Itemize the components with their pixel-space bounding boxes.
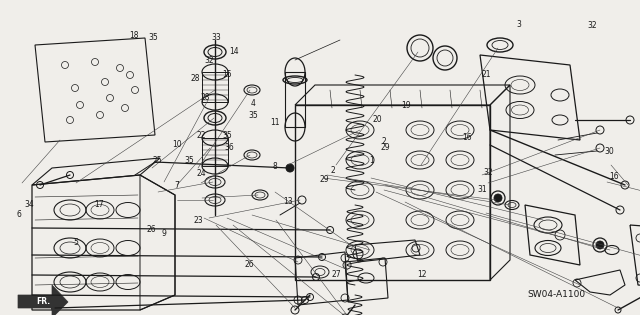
Text: 6: 6 — [17, 210, 22, 219]
Circle shape — [286, 164, 294, 172]
Text: SW04-A1100: SW04-A1100 — [528, 290, 586, 299]
Text: 13: 13 — [283, 197, 293, 206]
Text: 35: 35 — [248, 112, 258, 120]
Text: 21: 21 — [482, 70, 491, 78]
Text: 3: 3 — [516, 20, 521, 29]
Text: 24: 24 — [196, 169, 207, 178]
Text: 26: 26 — [244, 260, 255, 269]
Text: 28: 28 — [191, 74, 200, 83]
Text: 14: 14 — [228, 48, 239, 56]
Text: 7: 7 — [174, 181, 179, 190]
Text: 23: 23 — [193, 216, 204, 225]
Text: 12: 12 — [418, 270, 427, 278]
Text: 26: 26 — [147, 226, 157, 234]
Text: 28: 28 — [200, 93, 209, 102]
Text: 32: 32 — [587, 21, 597, 30]
Text: 32: 32 — [204, 56, 214, 65]
Text: 1: 1 — [369, 156, 374, 165]
Text: 22: 22 — [197, 131, 206, 140]
Polygon shape — [18, 285, 68, 315]
Circle shape — [494, 194, 502, 202]
Text: 30: 30 — [604, 147, 614, 156]
Text: 2: 2 — [330, 166, 335, 175]
Text: 11: 11 — [271, 118, 280, 127]
Text: 2: 2 — [381, 137, 387, 146]
Text: 33: 33 — [211, 33, 221, 42]
Text: 35: 35 — [184, 156, 194, 165]
Text: 34: 34 — [24, 200, 34, 209]
Text: 29: 29 — [380, 143, 390, 152]
Text: 4: 4 — [250, 100, 255, 108]
Text: 31: 31 — [477, 185, 488, 193]
Text: 5: 5 — [73, 238, 78, 247]
Text: 16: 16 — [462, 133, 472, 141]
Text: FR.: FR. — [36, 297, 50, 306]
Text: 27: 27 — [331, 270, 341, 278]
Text: 32: 32 — [483, 168, 493, 177]
Text: 16: 16 — [609, 172, 620, 181]
Text: 18: 18 — [130, 31, 139, 40]
Text: 10: 10 — [172, 140, 182, 149]
Text: 29: 29 — [319, 175, 329, 184]
Text: 17: 17 — [94, 200, 104, 209]
Text: 19: 19 — [401, 101, 412, 110]
Text: 35: 35 — [222, 131, 232, 140]
Text: 8: 8 — [273, 163, 278, 171]
Circle shape — [596, 241, 604, 249]
Text: 20: 20 — [372, 115, 383, 124]
Text: 9: 9 — [161, 229, 166, 238]
Text: 25: 25 — [152, 156, 163, 165]
Text: 36: 36 — [224, 143, 234, 152]
Text: 15: 15 — [222, 70, 232, 78]
Text: 35: 35 — [148, 33, 159, 42]
